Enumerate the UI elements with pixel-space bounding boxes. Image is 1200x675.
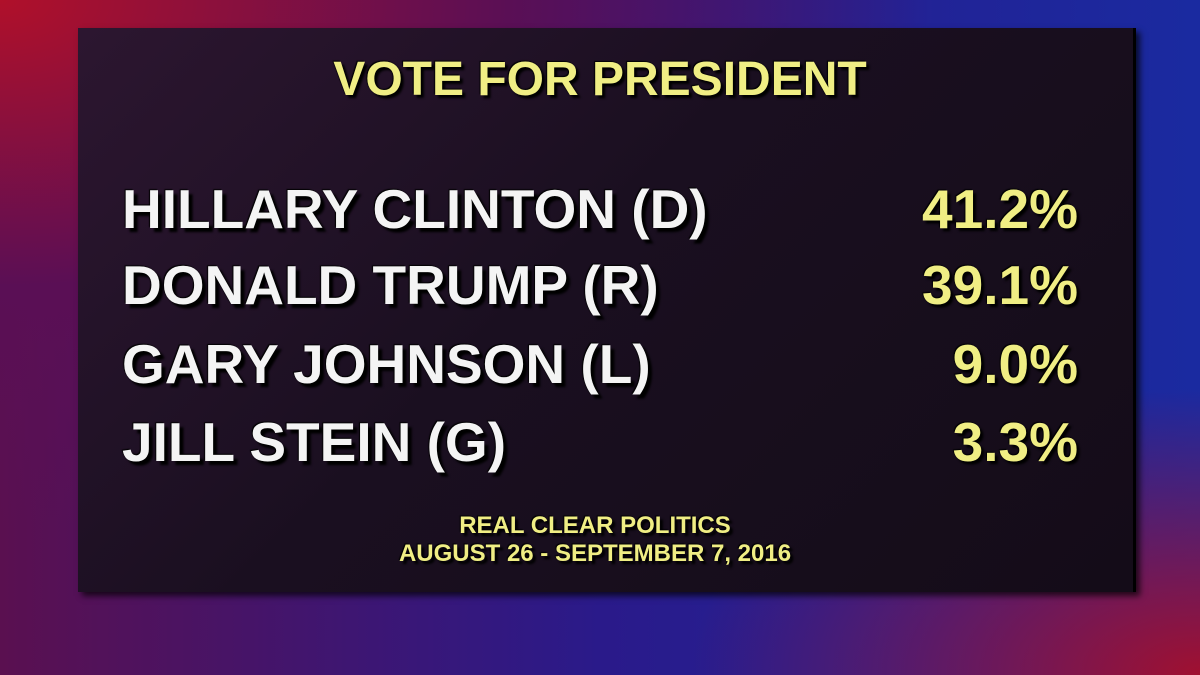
candidate-name: HILLARY CLINTON (D) [122,178,708,240]
candidate-name: JILL STEIN (G) [122,411,507,473]
panel [78,28,1136,592]
vote-share: 9.0% [952,333,1078,395]
source: REAL CLEAR POLITICS [459,512,731,539]
vote-share: 41.2% [922,178,1078,240]
dates: AUGUST 26 - SEPTEMBER 7, 2016 [398,540,792,567]
candidate-name: GARY JOHNSON (L) [122,333,651,395]
vote-share: 3.3% [952,411,1078,473]
vote-share: 39.1% [922,254,1078,316]
title: VOTE FOR PRESIDENT [333,53,867,106]
candidate-name: DONALD TRUMP (R) [122,254,659,316]
